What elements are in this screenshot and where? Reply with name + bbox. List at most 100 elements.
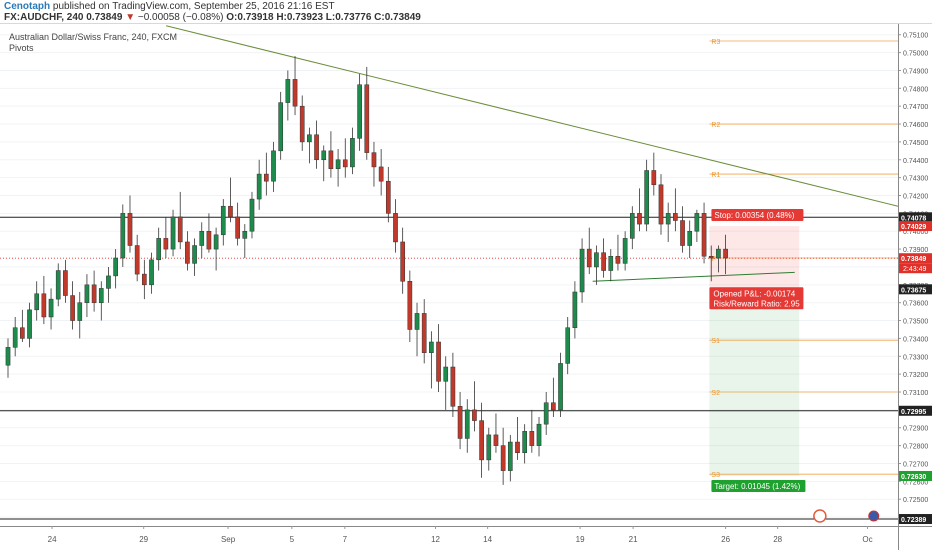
candle-body <box>149 259 154 286</box>
candle-body <box>177 216 183 243</box>
economic-event-icon <box>813 509 827 523</box>
stop-label: Stop: 0.00354 (0.48%) <box>714 211 794 220</box>
price-tag <box>899 212 932 223</box>
candle-body <box>335 159 341 169</box>
y-tick-label: 0.72800 <box>903 444 928 451</box>
candle-body <box>536 423 542 446</box>
price-tag <box>899 253 932 264</box>
candle-body <box>429 341 434 353</box>
candle-body <box>185 241 190 264</box>
candle-body <box>307 134 312 143</box>
price-tag-label: 0.72995 <box>901 409 926 416</box>
candle-body <box>98 288 104 303</box>
y-tick-label: 0.73600 <box>903 301 928 308</box>
candle-body <box>84 284 90 303</box>
candle-body <box>644 170 649 225</box>
y-tick-label: 0.74600 <box>903 122 928 129</box>
x-tick-label: 14 <box>483 535 492 544</box>
price-tag <box>899 221 932 232</box>
candle-body <box>457 406 463 439</box>
pivot-label: S1 <box>711 338 720 345</box>
candle-body <box>113 257 118 277</box>
candle-body <box>314 134 319 161</box>
author-link[interactable]: Cenotaph <box>4 1 51 12</box>
candle-body <box>220 205 226 236</box>
pnl-label-box <box>709 287 804 310</box>
trendline <box>592 271 795 282</box>
candle-body <box>235 216 240 239</box>
chart-header: Cenotaph published on TradingView.com, S… <box>0 0 932 24</box>
x-tick-label: Oc <box>862 535 872 544</box>
chart-legend-title: Australian Dollar/Swiss Franc, 240, FXCM <box>9 32 178 42</box>
candle-body <box>285 79 291 103</box>
candle-body <box>256 173 262 200</box>
candle-body <box>680 220 685 246</box>
pivot-label: R1 <box>711 172 720 179</box>
last-price: 0.73849 <box>86 12 123 23</box>
risk-reward-label: Risk/Reward Ratio: 2.95 <box>713 299 800 308</box>
candle-body <box>708 255 714 259</box>
y-tick-label: 0.74300 <box>903 176 928 183</box>
y-tick-label: 0.72600 <box>903 479 928 486</box>
candle-body <box>407 281 413 330</box>
indicator-label[interactable]: Pivots <box>9 43 34 53</box>
candle-body <box>629 213 635 239</box>
candle-body <box>357 84 362 139</box>
candle-body <box>206 230 212 250</box>
y-tick-label: 0.73500 <box>903 319 928 326</box>
candle-body <box>436 341 441 382</box>
candle-body <box>263 173 269 182</box>
x-tick-label: 28 <box>773 535 782 544</box>
candle-body <box>12 327 18 348</box>
price-tag-label: 0.74029 <box>901 224 926 231</box>
pivot-label: R3 <box>711 39 720 46</box>
candle-body <box>622 238 628 264</box>
price-tag-label: 0.73849 <box>901 256 926 263</box>
y-tick-label: 0.75000 <box>903 51 928 58</box>
y-tick-label: 0.74700 <box>903 104 928 111</box>
price-chart[interactable]: 0.75100 0.75000 0.74900 0.74800 0.74700 0.746… <box>0 24 932 550</box>
candle-body <box>163 238 169 250</box>
candle-body <box>493 434 499 446</box>
pivot-label: P <box>711 256 716 263</box>
candle-body <box>658 184 664 225</box>
y-tick-label: 0.74500 <box>903 140 928 147</box>
y-tick-label: 0.73300 <box>903 354 928 361</box>
y-tick-label: 0.74800 <box>903 86 928 93</box>
candle-body <box>586 248 592 268</box>
candle-body <box>572 291 578 328</box>
pivot-label: S2 <box>711 390 720 397</box>
candle-body <box>579 248 585 293</box>
candle-body <box>443 366 449 382</box>
countdown-tag <box>899 263 932 274</box>
candle-body <box>378 166 384 182</box>
candle-body <box>271 150 276 182</box>
candle-body <box>48 298 54 318</box>
candle-body <box>673 213 678 221</box>
y-tick-label: 0.74400 <box>903 158 928 165</box>
price-tag-label: 0.72389 <box>901 517 926 524</box>
candle-body <box>120 213 126 259</box>
x-tick-label: 26 <box>721 535 730 544</box>
y-tick-label: 0.74200 <box>903 194 928 201</box>
price-tag-label: 0.73675 <box>901 287 926 294</box>
candle-body <box>414 313 420 330</box>
target-zone <box>709 289 800 476</box>
price-tag <box>899 514 932 525</box>
candle-body <box>278 102 284 152</box>
y-tick-label: 0.73900 <box>903 247 928 254</box>
candle-body <box>558 363 563 411</box>
candle-body <box>716 248 721 259</box>
candle-body <box>70 295 75 321</box>
y-tick-label: 0.73400 <box>903 336 928 343</box>
candle-body <box>134 245 140 275</box>
x-tick-label: 5 <box>290 535 295 544</box>
ohlc-values: O:0.73918 H:0.73923 L:0.73776 C:0.73849 <box>226 12 421 23</box>
candle-body <box>27 309 32 339</box>
candle-body <box>400 241 406 282</box>
candle-body <box>594 252 599 268</box>
australia-flag-icon <box>868 510 880 522</box>
candle-body <box>41 293 47 318</box>
price-change: −0.00058 (−0.08%) <box>137 12 224 23</box>
candle-body <box>601 252 606 271</box>
